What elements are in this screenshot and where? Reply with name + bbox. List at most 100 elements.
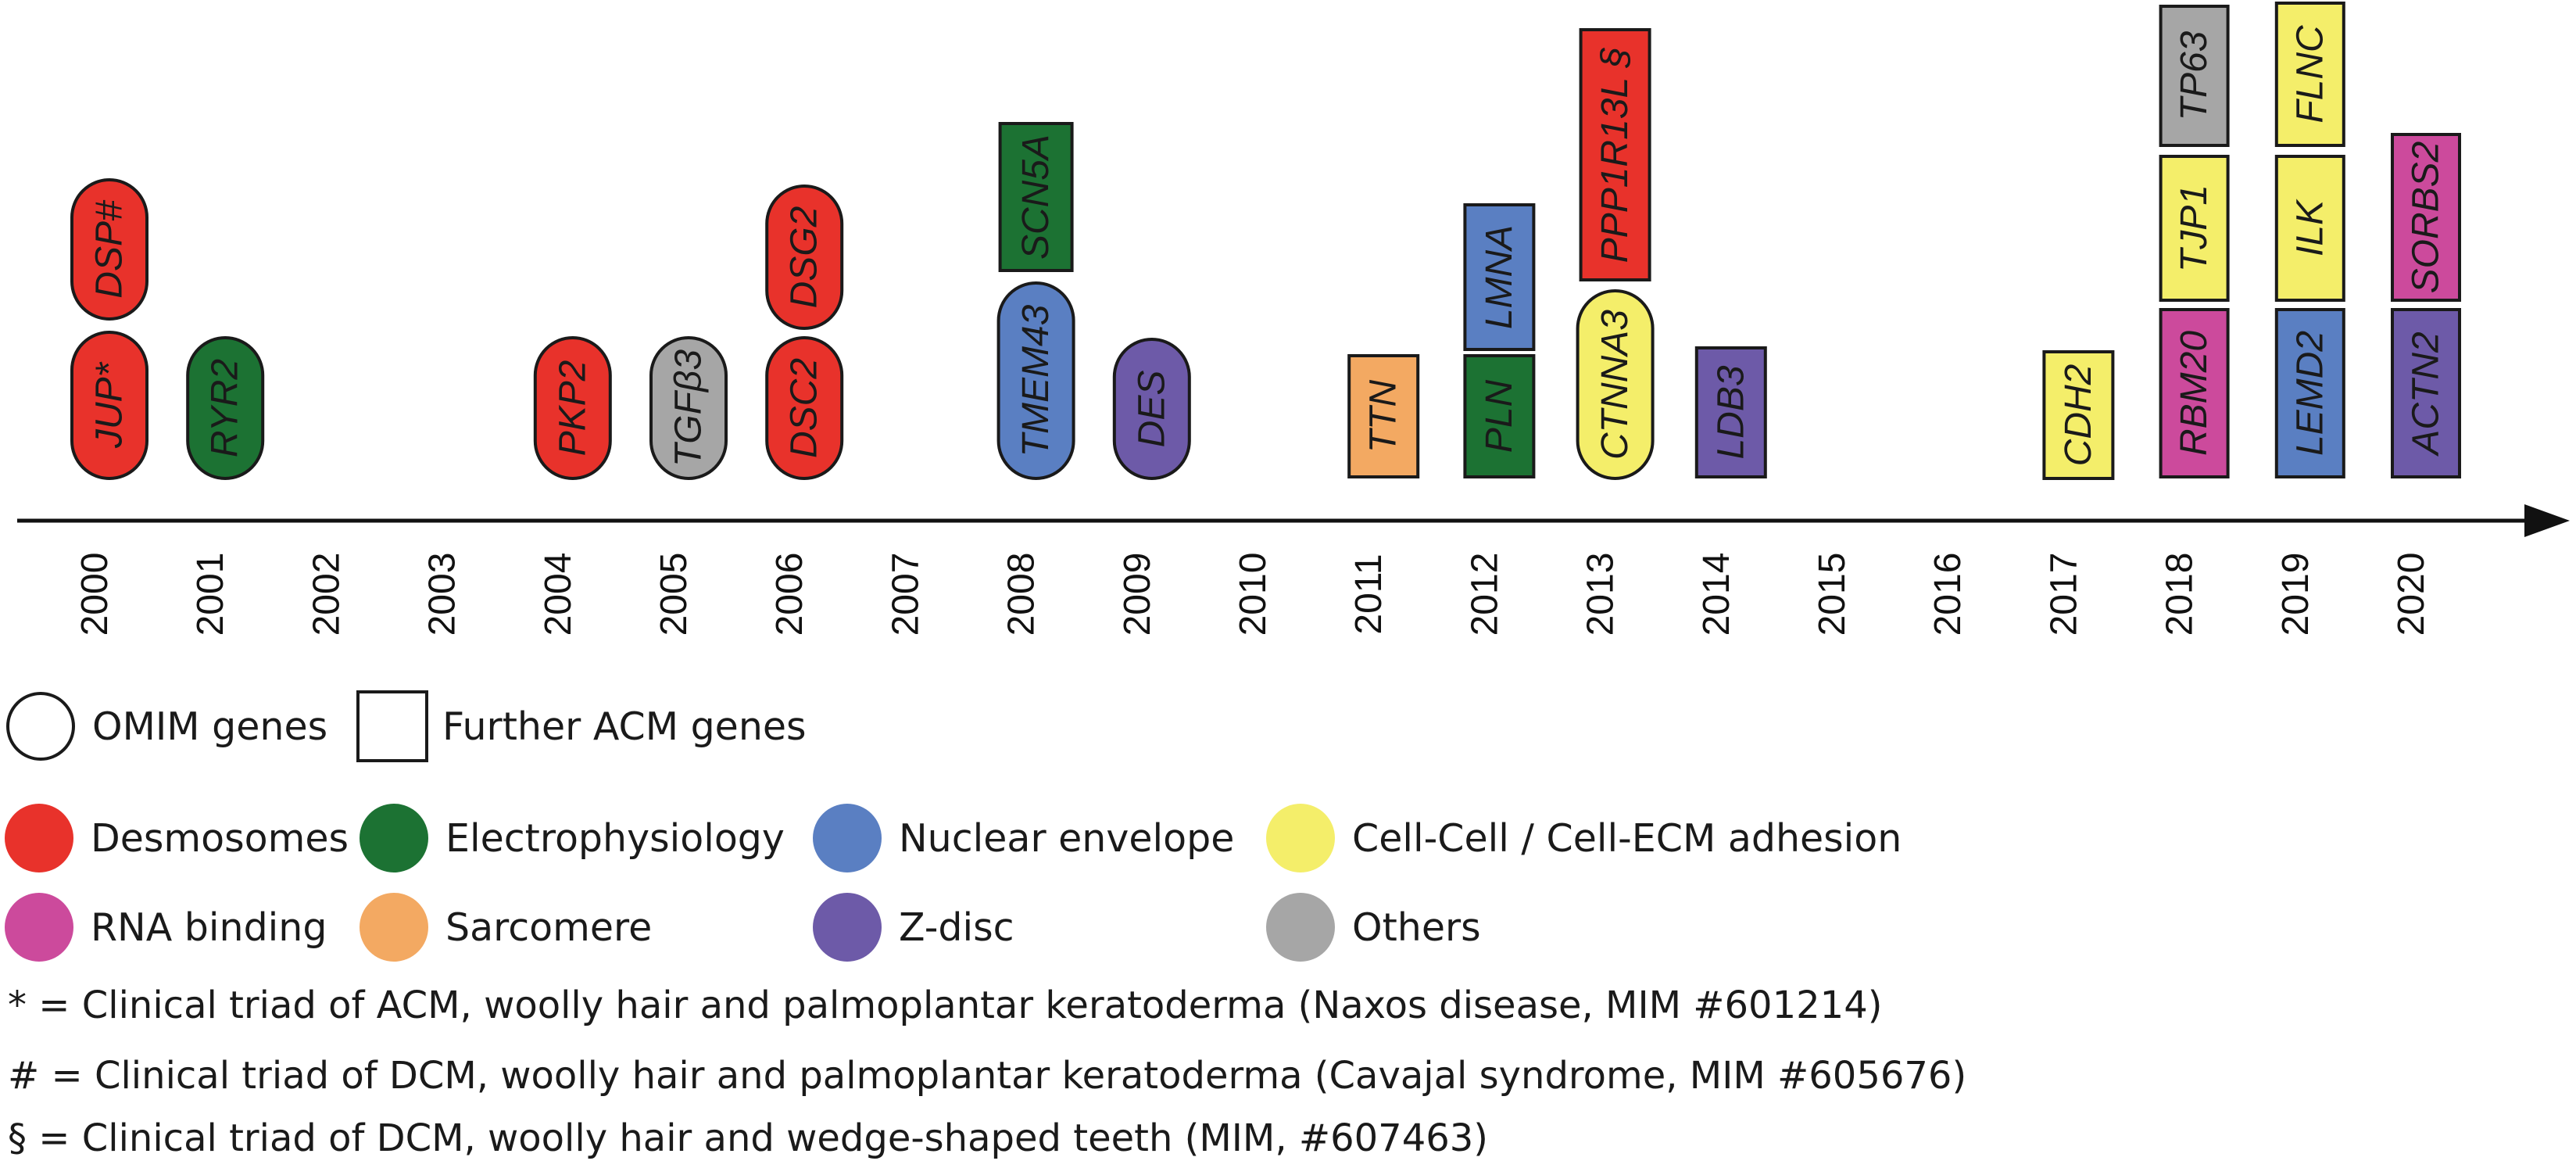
timeline-arrowhead-icon <box>2524 504 2570 537</box>
year-label-2019: 2019 <box>2275 553 2317 636</box>
others-swatch-icon <box>1266 893 1335 962</box>
further-square-icon <box>356 690 428 762</box>
gene-label-scn5a: SCN5A <box>1015 134 1057 260</box>
legend-category-electrophysiology: Electrophysiology <box>360 804 785 872</box>
gene-label-flnc: FLNC <box>2289 25 2331 124</box>
gene-label-ilk: ILK <box>2289 199 2331 256</box>
gene-pln: PLN <box>1463 354 1536 478</box>
gene-label-actn2: ACTN2 <box>2406 331 2447 457</box>
gene-label-dsc2: DSC2 <box>784 358 825 458</box>
gene-label-tp63: TP63 <box>2174 30 2215 120</box>
gene-box-dsc2 <box>765 336 844 480</box>
gene-box-ldb3 <box>1694 346 1767 478</box>
gene-label-lmna: LMNA <box>1479 225 1520 329</box>
legend-label: Desmosomes <box>91 815 349 861</box>
gene-box-pln <box>1463 354 1536 478</box>
gene-box-lmna <box>1463 203 1536 351</box>
year-label-2008: 2008 <box>1001 553 1043 636</box>
legend-category-nuclear: Nuclear envelope <box>813 804 1234 872</box>
footnote-asterisk: * = Clinical triad of ACM, woolly hair a… <box>8 983 1883 1027</box>
desmosomes-swatch-icon <box>5 804 73 872</box>
gene-box-jup <box>70 331 148 480</box>
gene-dsc2: DSC2 <box>765 336 844 480</box>
legend-category-sarcomere: Sarcomere <box>360 893 652 962</box>
year-label-2020: 2020 <box>2391 553 2432 636</box>
gene-box-scn5a <box>998 122 1074 272</box>
legend-category-desmosomes: Desmosomes <box>5 804 349 872</box>
gene-ctnna3: CTNNA3 <box>1576 289 1655 480</box>
gene-box-des <box>1112 338 1191 480</box>
gene-box-dsp <box>70 178 148 321</box>
gene-box-ppp1r13l <box>1579 28 1651 281</box>
gene-label-cdh2: CDH2 <box>2058 364 2099 467</box>
gene-label-tgf3: TGFβ3 <box>668 349 710 467</box>
gene-label-jup: JUP* <box>89 362 131 450</box>
year-label-2013: 2013 <box>1580 553 1622 636</box>
gene-flnc: FLNC <box>2274 2 2345 147</box>
zdisc-swatch-icon <box>813 893 882 962</box>
year-label-2003: 2003 <box>422 553 463 636</box>
year-label-2004: 2004 <box>538 553 579 636</box>
electrophysiology-swatch-icon <box>360 804 428 872</box>
gene-box-cdh2 <box>2042 350 2115 480</box>
sarcomere-swatch-icon <box>360 893 428 962</box>
gene-ryr2: RYR2 <box>186 336 265 480</box>
gene-ttn: TTN <box>1347 354 1420 478</box>
year-label-2012: 2012 <box>1464 553 1505 636</box>
gene-box-rbm20 <box>2159 308 2230 478</box>
legend-label: Others <box>1352 905 1481 950</box>
legend-label: Sarcomere <box>445 905 653 950</box>
legend-category-rna: RNA binding <box>5 893 327 962</box>
gene-label-rbm20: RBM20 <box>2174 331 2215 456</box>
gene-box-ctnna3 <box>1576 289 1655 480</box>
year-label-2018: 2018 <box>2159 553 2201 636</box>
year-label-2016: 2016 <box>1927 553 1969 636</box>
gene-tgf3: TGFβ3 <box>649 336 728 480</box>
gene-label-lemd2: LEMD2 <box>2289 331 2331 456</box>
footnote-section: § = Clinical triad of DCM, woolly hair a… <box>8 1116 1489 1160</box>
footnote-hash: # = Clinical triad of DCM, woolly hair a… <box>8 1054 1967 1098</box>
gene-rbm20: RBM20 <box>2159 308 2230 478</box>
gene-box-tjp1 <box>2159 155 2230 302</box>
year-label-2010: 2010 <box>1233 553 1274 636</box>
gene-dsg2: DSG2 <box>765 185 844 330</box>
legend-further-label: Further ACM genes <box>442 704 807 749</box>
gene-sorbs2: SORBS2 <box>2391 133 2461 302</box>
gene-label-sorbs2: SORBS2 <box>2406 142 2447 294</box>
nuclear-envelope-swatch-icon <box>813 804 882 872</box>
gene-box-lemd2 <box>2274 308 2345 478</box>
gene-actn2: ACTN2 <box>2391 308 2461 478</box>
gene-tp63: TP63 <box>2159 5 2230 147</box>
year-label-2005: 2005 <box>653 553 695 636</box>
gene-box-pkp2 <box>533 336 612 480</box>
gene-tmem43: TMEM43 <box>996 281 1075 480</box>
gene-timeline: 2000 2001 2002 2003 2004 2005 2006 2007 2008 2009… <box>17 2 2570 636</box>
legend-omim-label: OMIM genes <box>92 704 328 749</box>
legend-category-zdisc: Z-disc <box>813 893 1014 962</box>
gene-jup: JUP* <box>70 331 148 480</box>
gene-box-ilk <box>2274 155 2345 302</box>
gene-lemd2: LEMD2 <box>2274 308 2345 478</box>
gene-label-pln: PLN <box>1479 379 1520 453</box>
gene-label-ppp1r13l: PPP1R13L § <box>1594 47 1636 263</box>
gene-dsp: DSP# <box>70 178 148 321</box>
gene-ldb3: LDB3 <box>1694 346 1767 478</box>
gene-label-ctnna3: CTNNA3 <box>1594 310 1636 460</box>
legend-category-others: Others <box>1266 893 1481 962</box>
legend-label: Electrophysiology <box>445 815 785 861</box>
gene-label-ryr2: RYR2 <box>205 359 246 457</box>
legend-label: Z-disc <box>899 905 1014 950</box>
gene-box-tp63 <box>2159 5 2230 147</box>
gene-pkp2: PKP2 <box>533 336 612 480</box>
year-label-2007: 2007 <box>885 553 926 636</box>
rna-binding-swatch-icon <box>5 893 73 962</box>
legend: OMIM genes Further ACM genes Desmosomes … <box>0 672 2576 1168</box>
legend-label: RNA binding <box>91 905 327 950</box>
year-label-2011: 2011 <box>1348 554 1390 634</box>
gene-label-ttn: TTN <box>1363 380 1404 453</box>
adhesion-swatch-icon <box>1266 804 1335 872</box>
year-label-2015: 2015 <box>1812 553 1853 636</box>
year-label-2002: 2002 <box>306 553 347 636</box>
legend-omim: OMIM genes <box>6 692 327 761</box>
gene-ilk: ILK <box>2274 155 2345 302</box>
